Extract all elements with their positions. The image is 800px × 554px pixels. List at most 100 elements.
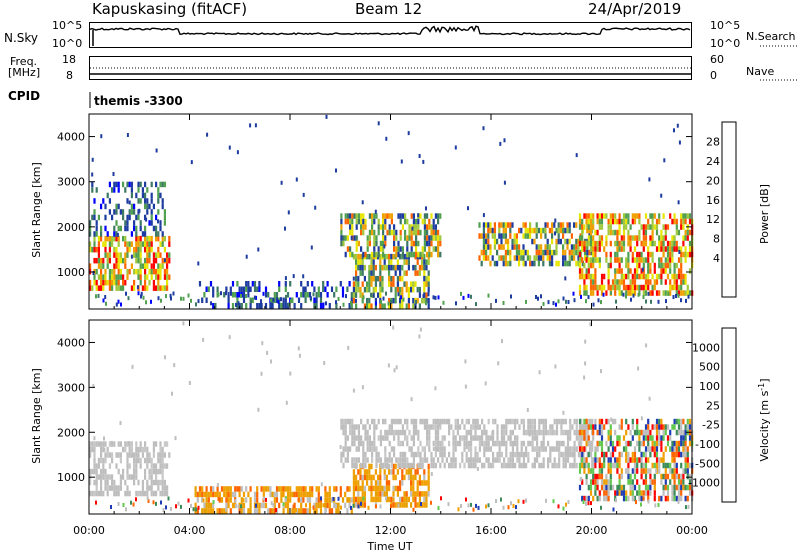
data-cell — [607, 224, 610, 230]
data-cell — [146, 203, 149, 210]
data-cell — [392, 469, 395, 475]
clutter-cell — [182, 296, 185, 301]
data-cell — [640, 268, 643, 274]
data-cell — [352, 485, 355, 492]
data-cell — [135, 463, 138, 469]
clutter-cell — [370, 293, 372, 297]
data-cell — [405, 259, 408, 265]
clutter-cell — [582, 500, 585, 504]
data-cell — [566, 227, 569, 234]
data-cell — [286, 497, 290, 503]
data-cell — [102, 446, 105, 453]
data-cell — [651, 479, 654, 485]
data-cell — [152, 268, 155, 275]
data-cell — [513, 233, 516, 239]
data-cell — [373, 418, 376, 425]
data-cell — [377, 451, 380, 458]
data-cell — [562, 418, 565, 425]
data-cell — [394, 270, 397, 276]
data-cell — [390, 418, 393, 425]
data-cell — [111, 241, 114, 247]
data-cell — [135, 246, 138, 253]
data-cell — [555, 244, 558, 250]
data-cell — [509, 457, 512, 463]
data-cell — [157, 457, 160, 464]
data-cell — [410, 435, 413, 441]
clutter-cell — [325, 301, 327, 306]
data-cell — [529, 222, 532, 228]
data-cell — [368, 240, 371, 247]
data-cell — [427, 485, 430, 492]
data-cell — [647, 262, 650, 269]
noise-cell — [379, 504, 382, 509]
data-cell — [247, 491, 250, 498]
data-cell — [405, 491, 408, 497]
data-cell — [616, 218, 619, 225]
clutter-cell — [375, 504, 377, 509]
data-cell — [348, 303, 351, 309]
data-cell — [117, 203, 120, 210]
data-cell — [680, 290, 683, 296]
data-cell — [93, 214, 96, 221]
data-cell — [592, 246, 595, 252]
clutter-cell — [295, 508, 297, 512]
data-cell — [396, 485, 399, 492]
data-cell — [585, 257, 588, 263]
data-cell — [638, 429, 641, 436]
data-cell — [516, 451, 519, 458]
data-cell — [399, 297, 402, 304]
data-cell — [328, 491, 331, 498]
data-cell — [680, 262, 683, 269]
data-cell — [144, 235, 147, 242]
noise-cell — [93, 436, 96, 441]
data-cell — [93, 235, 96, 242]
data-cell — [631, 479, 634, 485]
data-cell — [135, 446, 138, 453]
data-cell — [680, 479, 683, 485]
data-cell — [117, 225, 120, 232]
data-cell — [355, 474, 358, 481]
data-cell — [439, 418, 442, 425]
data-cell — [133, 220, 136, 226]
data-cell — [155, 225, 158, 232]
data-cell — [587, 435, 590, 441]
data-cell — [130, 263, 133, 269]
data-cell — [423, 240, 426, 247]
data-cell — [399, 485, 402, 492]
noise-cell — [417, 213, 420, 218]
data-cell — [671, 273, 674, 280]
data-cell — [415, 240, 418, 247]
data-cell — [161, 468, 164, 475]
data-cell — [686, 229, 689, 236]
data-cell — [401, 480, 404, 486]
data-cell — [352, 292, 355, 298]
data-cell — [655, 418, 659, 425]
data-cell — [155, 257, 158, 264]
data-cell — [412, 474, 415, 481]
clutter-cell — [167, 496, 170, 501]
data-cell — [368, 270, 371, 276]
colorbar-frame — [721, 121, 737, 298]
data-cell — [647, 418, 650, 425]
data-cell — [97, 263, 100, 269]
data-cell — [496, 440, 499, 447]
data-cell — [487, 233, 490, 239]
data-cell — [390, 218, 393, 225]
data-cell — [91, 181, 94, 188]
power-ylabel: Slant Range [km] — [30, 162, 43, 258]
data-cell — [629, 246, 632, 252]
data-cell — [673, 479, 676, 485]
data-cell — [363, 469, 366, 475]
noise-cell — [253, 295, 256, 300]
data-cell — [671, 284, 674, 291]
data-cell — [375, 462, 378, 469]
data-cell — [163, 441, 166, 447]
data-cell — [212, 486, 215, 492]
data-cell — [432, 246, 435, 252]
data-cell — [573, 440, 576, 447]
data-cell — [95, 225, 98, 232]
data-cell — [638, 495, 641, 502]
data-cell — [382, 235, 385, 241]
